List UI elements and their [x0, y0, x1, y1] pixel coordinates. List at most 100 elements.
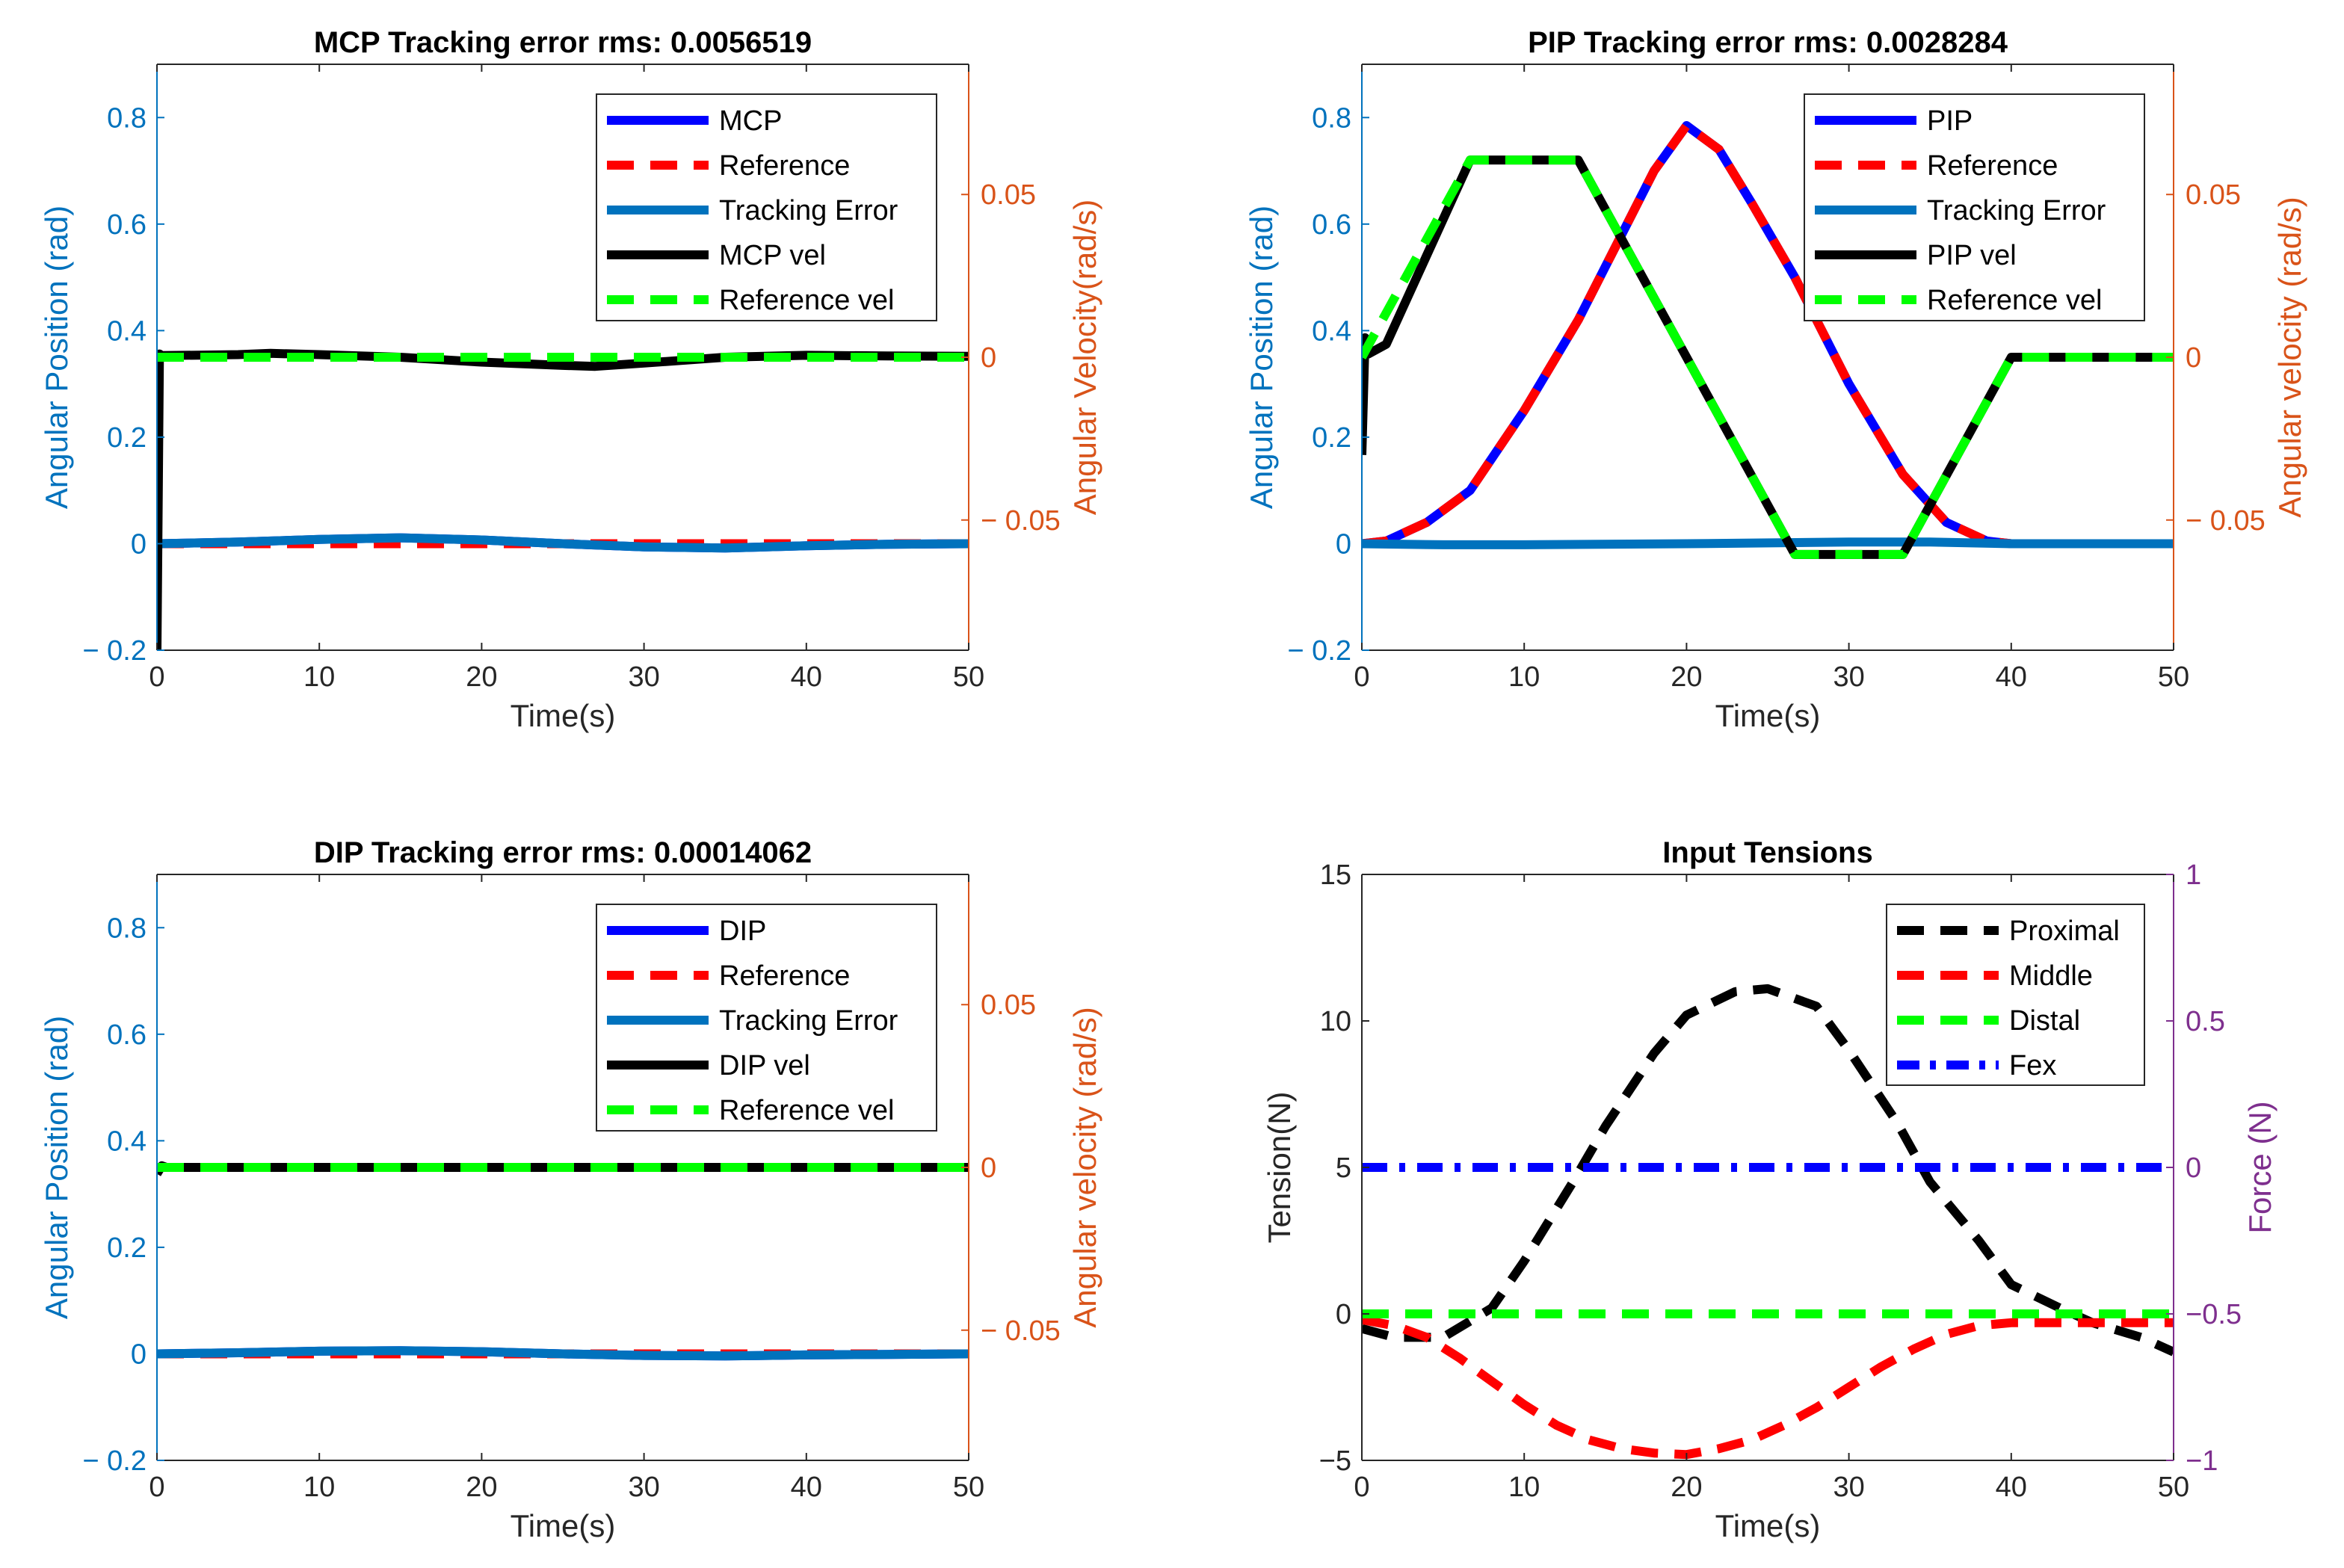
- x-tick-label: 50: [953, 661, 984, 693]
- x-tick-label: 10: [1508, 1472, 1540, 1503]
- x-tick-label: 0: [1354, 661, 1369, 693]
- legend-label: Reference vel: [719, 285, 894, 316]
- x-axis-label: Time(s): [1715, 698, 1821, 733]
- y-left-tick-label: 0.2: [107, 422, 146, 454]
- y-left-axis-label: Angular Position (rad): [1244, 206, 1279, 509]
- y-left-tick-label: 0.6: [107, 209, 146, 241]
- legend-label: MCP: [719, 105, 782, 137]
- y-left-tick-label: − 0.2: [1287, 635, 1351, 667]
- chart-dip: 0 10 20 30 40 50− 0.200.20.40.60.8− 0.0500.05…: [39, 836, 1102, 1543]
- y-right-tick-label: 0: [2186, 342, 2201, 374]
- y-left-axis-label: Angular Position (rad): [39, 206, 74, 509]
- legend-label: Reference vel: [719, 1095, 894, 1126]
- x-tick-label: 30: [1833, 1472, 1864, 1503]
- y-left-tick-label: 0: [131, 528, 146, 560]
- y-left-tick-label: 0.2: [107, 1232, 146, 1264]
- y-left-tick-label: − 0.2: [82, 635, 146, 667]
- series-group: [157, 1161, 969, 1361]
- y-right-tick-label: 0.5: [2186, 1006, 2225, 1037]
- legend-box: [1886, 904, 2145, 1086]
- y-right-tick-label: 0.05: [2186, 179, 2241, 211]
- x-tick-label: 10: [303, 661, 335, 693]
- y-right-tick-label: −1: [2186, 1445, 2218, 1477]
- legend-label: Fex: [2009, 1050, 2056, 1081]
- x-tick-label: 0: [149, 1472, 164, 1503]
- y-right-tick-label: 0: [2186, 1152, 2201, 1184]
- legend-label: PIP: [1927, 105, 1973, 137]
- y-left-tick-label: 0: [131, 1339, 146, 1370]
- x-tick-label: 20: [1671, 1472, 1702, 1503]
- chart-pip: 0 10 20 30 40 50− 0.200.20.40.60.8− 0.0500.05…: [1244, 26, 2307, 733]
- y-right-tick-label: − 0.05: [981, 1315, 1061, 1347]
- y-right-axis-label: Angular velocity (rad/s): [2272, 197, 2307, 518]
- y-left-tick-label: 0: [1336, 528, 1351, 560]
- legend-label: Tracking Error: [719, 1005, 898, 1037]
- x-tick-label: 50: [2158, 1472, 2189, 1503]
- x-tick-label: 0: [149, 661, 164, 693]
- y-right-tick-label: −0.5: [2186, 1299, 2242, 1330]
- series-line-proximal: [1362, 984, 2174, 1356]
- y-left-tick-label: 5: [1336, 1152, 1351, 1184]
- y-left-tick-label: − 0.2: [82, 1445, 146, 1477]
- x-tick-label: 20: [1671, 661, 1702, 693]
- series-group: [1362, 121, 2174, 559]
- y-right-tick-label: 1: [2186, 859, 2201, 891]
- series-line-tracking-error: [1362, 537, 2174, 549]
- legend-label: Reference: [719, 960, 850, 992]
- legend-label: PIP vel: [1927, 240, 2017, 271]
- y-left-tick-label: 15: [1320, 859, 1351, 891]
- legend-label: Reference: [719, 150, 850, 182]
- y-right-tick-label: 0: [981, 1152, 996, 1184]
- series-line-tracking-error: [157, 533, 969, 553]
- legend-label: Reference: [1927, 150, 2058, 182]
- y-left-tick-label: 0.8: [107, 913, 146, 944]
- y-left-tick-label: 0.4: [1312, 315, 1351, 347]
- y-right-tick-label: 0.05: [981, 990, 1036, 1021]
- y-left-tick-label: 0.6: [107, 1019, 146, 1051]
- x-tick-label: 50: [953, 1472, 984, 1503]
- y-left-tick-label: 0.4: [107, 315, 146, 347]
- x-tick-label: 10: [1508, 661, 1540, 693]
- y-left-tick-label: 0.4: [107, 1126, 146, 1157]
- legend-label: Tracking Error: [1927, 195, 2106, 226]
- series-line-middle: [1362, 1315, 2174, 1460]
- x-tick-label: 30: [628, 661, 659, 693]
- legend: Proximal Middle Distal Fex: [1886, 904, 2145, 1086]
- legend-label: Proximal: [2009, 916, 2120, 947]
- y-right-tick-label: 0: [981, 342, 996, 374]
- legend-label: Tracking Error: [719, 195, 898, 226]
- x-axis-label: Time(s): [511, 698, 616, 733]
- legend-label: Reference vel: [1927, 285, 2102, 316]
- y-right-tick-label: 0.05: [981, 179, 1036, 211]
- x-tick-label: 40: [791, 1472, 822, 1503]
- x-tick-label: 40: [1996, 1472, 2027, 1503]
- legend-label: Middle: [2009, 960, 2093, 992]
- series-line-tracking-error: [157, 1346, 969, 1361]
- x-tick-label: 50: [2158, 661, 2189, 693]
- legend-label: DIP: [719, 916, 766, 947]
- chart-title: Input Tensions: [1662, 836, 1872, 869]
- legend-label: DIP vel: [719, 1050, 810, 1081]
- chart-title: PIP Tracking error rms: 0.0028284: [1528, 26, 2008, 59]
- x-tick-label: 10: [303, 1472, 335, 1503]
- series-group: [157, 348, 969, 650]
- y-left-tick-label: 0.2: [1312, 422, 1351, 454]
- series-group: [1362, 984, 2174, 1460]
- x-tick-label: 40: [1996, 661, 2027, 693]
- x-tick-label: 20: [466, 1472, 497, 1503]
- y-left-axis-label: Angular Position (rad): [39, 1016, 74, 1319]
- x-tick-label: 40: [791, 661, 822, 693]
- x-tick-label: 0: [1354, 1472, 1369, 1503]
- legend-label: Distal: [2009, 1005, 2080, 1037]
- x-tick-label: 20: [466, 661, 497, 693]
- legend: DIP Reference Tracking Error DIP vel Referen…: [596, 904, 937, 1132]
- x-axis-label: Time(s): [511, 1508, 616, 1543]
- y-left-tick-label: 0: [1336, 1299, 1351, 1330]
- y-left-tick-label: 0.8: [1312, 102, 1351, 134]
- y-right-axis-label: Angular velocity (rad/s): [1067, 1007, 1102, 1328]
- y-right-tick-label: − 0.05: [2186, 505, 2266, 537]
- legend-label: MCP vel: [719, 240, 826, 271]
